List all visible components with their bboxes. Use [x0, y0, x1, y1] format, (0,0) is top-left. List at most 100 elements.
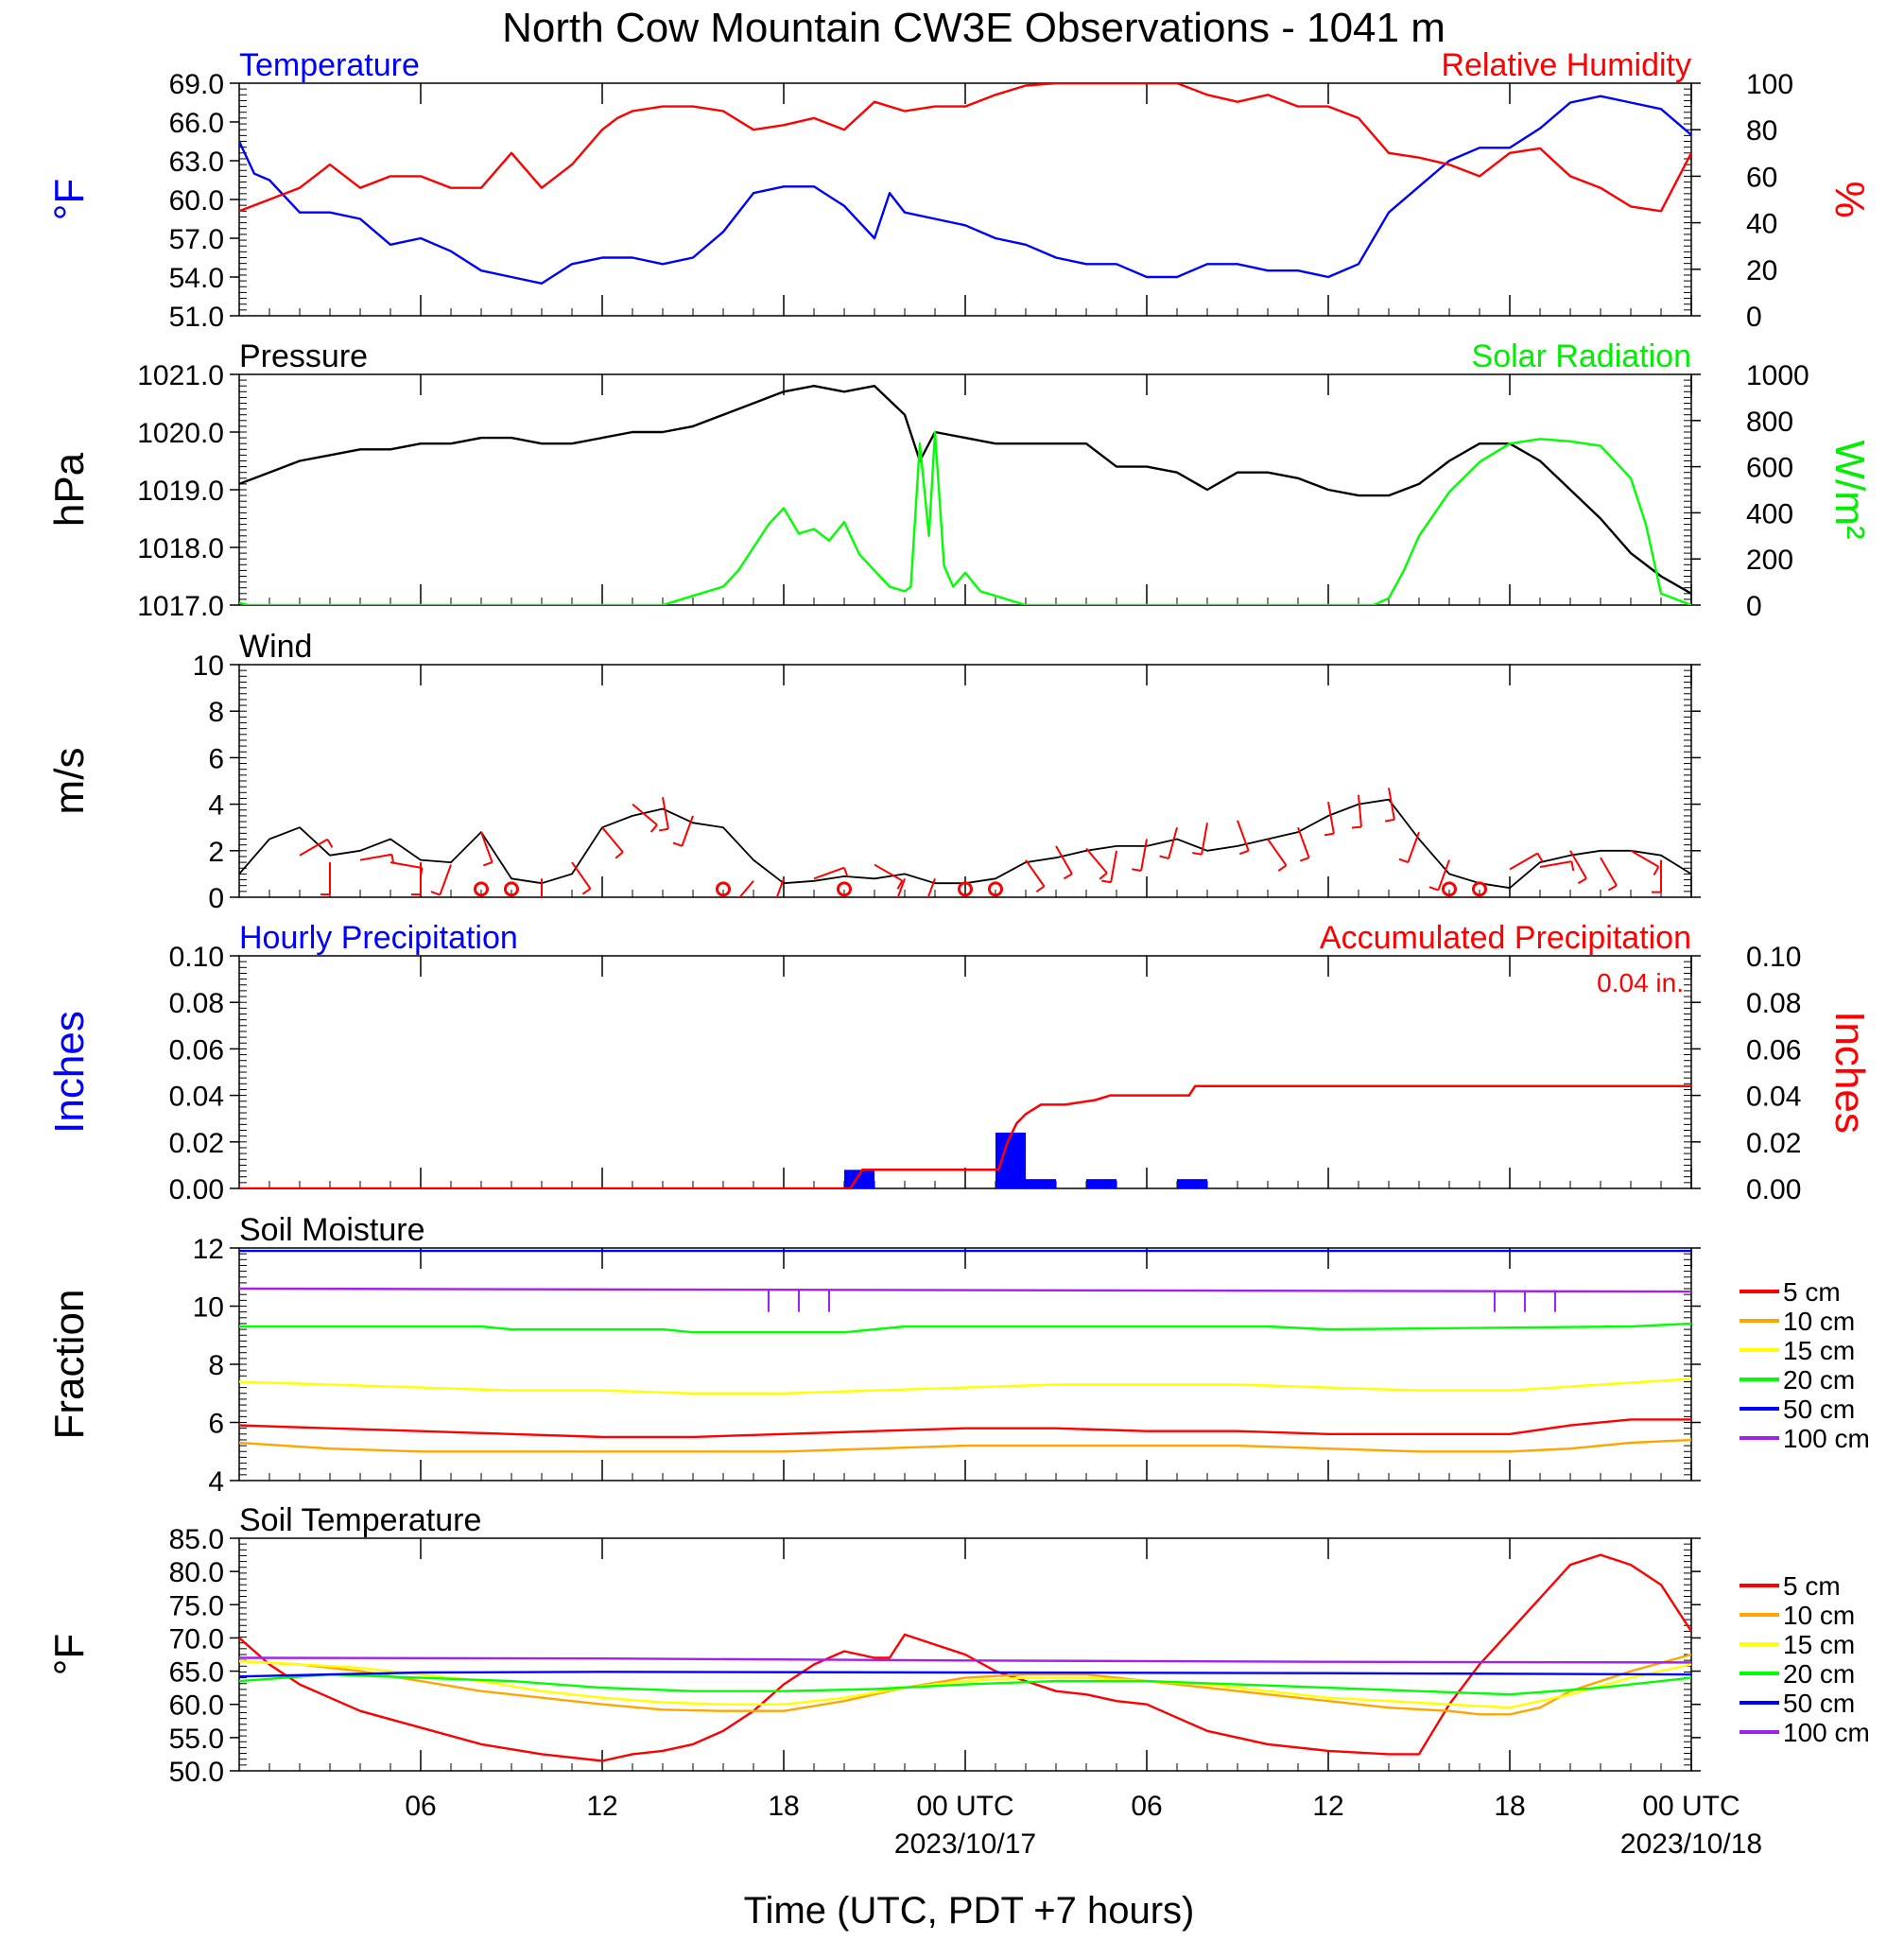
series-line-0 [239, 95, 1691, 285]
wind-barb [571, 861, 592, 890]
hourly-precip-bar [1086, 1179, 1116, 1188]
wind-barb-flag [672, 841, 683, 847]
wind-barb [1110, 850, 1117, 883]
wind-barb-flag [1536, 852, 1544, 862]
plot-area [239, 1084, 1691, 1188]
series-line-100-cm [239, 1656, 1691, 1664]
series-line-10-cm [239, 1653, 1691, 1716]
hourly-precip-bar [995, 1132, 1026, 1188]
series-line-15-cm [239, 1378, 1691, 1395]
series-line-100-cm [239, 1287, 1691, 1293]
wind-barb-flag [1035, 885, 1046, 893]
series-line-0 [239, 385, 1691, 595]
wind-barb [359, 853, 392, 861]
wind-barb [480, 831, 493, 863]
legend-label: 15 cm [1783, 1336, 1855, 1365]
y-tick-label-left: 69.0 [169, 69, 224, 100]
y-axis-label-right: % [1826, 181, 1873, 217]
x-tick-label: 06 [1131, 1791, 1162, 1822]
wind-barb [1388, 788, 1395, 821]
wind-barb-flag [764, 906, 772, 909]
y-tick-label-right: 600 [1746, 453, 1793, 484]
series-line-5-cm [239, 1553, 1691, 1762]
y-tick-label-left: 4 [208, 790, 224, 822]
y-tick-label-left: 50.0 [169, 1757, 224, 1788]
wind-barb [1437, 859, 1450, 891]
wind-barb-flag [1063, 873, 1073, 880]
wind-barb [1267, 838, 1288, 866]
plot-area [239, 1553, 1691, 1762]
y-tick-label-left: 1020.0 [137, 418, 224, 449]
y-tick-label-left: 4 [208, 1466, 224, 1498]
wind-barb [874, 863, 903, 882]
wind-barb [1297, 826, 1310, 858]
y-tick-label-left: 0 [208, 883, 224, 914]
wind-barb-flag [1324, 832, 1335, 837]
wind-barb-flag [649, 823, 658, 833]
calm-wind-marker [504, 881, 519, 897]
wind-barb-flag [725, 899, 733, 905]
wind-barb-flag [1159, 855, 1169, 860]
y-tick-label-left: 85.0 [169, 1524, 224, 1555]
y-axis-label-left: °F [46, 1634, 93, 1675]
x-tick-label: 06 [405, 1791, 436, 1822]
y-tick-label-right: 800 [1746, 407, 1793, 438]
y-tick-label-right: 20 [1746, 255, 1777, 286]
legend-label: 20 cm [1783, 1365, 1855, 1395]
wind-barb-flag [885, 906, 893, 909]
y-tick-label-right: 0.06 [1746, 1034, 1801, 1066]
x-tick-label: 18 [768, 1791, 799, 1822]
y-tick-label-right: 0.04 [1746, 1082, 1801, 1113]
plot-frame [238, 373, 1692, 606]
panel-title-right: Accumulated Precipitation [1320, 920, 1691, 956]
y-tick-label-right: 80 [1746, 115, 1777, 147]
wind-barb-flag [482, 861, 493, 867]
x-tick-date-label: 2023/10/18 [1620, 1828, 1762, 1860]
wind-barb [1168, 826, 1178, 859]
wind-barb [299, 838, 328, 857]
y-tick-label-left: 51.0 [169, 302, 224, 333]
calm-wind-marker [1472, 881, 1487, 897]
y-tick-label-left: 10 [193, 650, 224, 682]
x-tick-label: 00 UTC [916, 1791, 1013, 1822]
y-tick-label-left: 65.0 [169, 1657, 224, 1689]
x-tick-label: 18 [1494, 1791, 1525, 1822]
panel-title-left: Hourly Precipitation [239, 920, 518, 956]
y-tick-label-left: 60.0 [169, 185, 224, 217]
plot-area [239, 385, 1691, 605]
panel-precip: 0.00 0.02 0.04 0.06 0.08 0.10 0.00 0.02 0.04 0.06… [46, 920, 1873, 1205]
wind-barb [738, 880, 754, 897]
panel-title-left: Pressure [239, 338, 368, 374]
wind-barb [681, 815, 694, 847]
figure-title: North Cow Mountain CW3E Observations - 1… [502, 5, 1445, 51]
wind-barb [439, 864, 452, 895]
y-tick-label-left: 6 [208, 743, 224, 774]
wind-barb-flag [1384, 818, 1395, 823]
panel-title-left: Wind [239, 629, 312, 665]
series-line-1 [239, 430, 1691, 605]
y-tick-label-right: 400 [1746, 498, 1793, 529]
y-axis-label-left: Fraction [46, 1290, 93, 1440]
series-line-50-cm [239, 1671, 1691, 1678]
wind-barb-flag [1653, 866, 1660, 875]
wind-barb-flag [843, 867, 849, 877]
x-tick-label: 00 UTC [1642, 1791, 1740, 1822]
legend-label: 5 cm [1783, 1571, 1841, 1601]
y-tick-label-left: 0.02 [169, 1128, 224, 1159]
series-line-20-cm [239, 1672, 1691, 1696]
legend-label: 10 cm [1783, 1601, 1855, 1630]
wind-barb [775, 877, 785, 897]
y-tick-label-left: 55.0 [169, 1724, 224, 1755]
wind-barb [632, 803, 658, 826]
calm-wind-marker [1442, 881, 1457, 897]
y-tick-label-right: 40 [1746, 209, 1777, 240]
panel-pressure_solar: 1017.0 1018.0 1019.0 1020.0 1021.0 0 200 400 600… [46, 338, 1873, 622]
y-tick-label-left: 8 [208, 697, 224, 728]
y-tick-label-right: 200 [1746, 545, 1793, 576]
plot-frame [238, 955, 1692, 1189]
wind-barb-flag [1192, 852, 1203, 856]
y-tick-label-left: 80.0 [169, 1557, 224, 1588]
wind-barb-flag [658, 827, 669, 832]
wind-barb [1630, 849, 1659, 868]
series-line-5-cm [239, 1418, 1691, 1439]
